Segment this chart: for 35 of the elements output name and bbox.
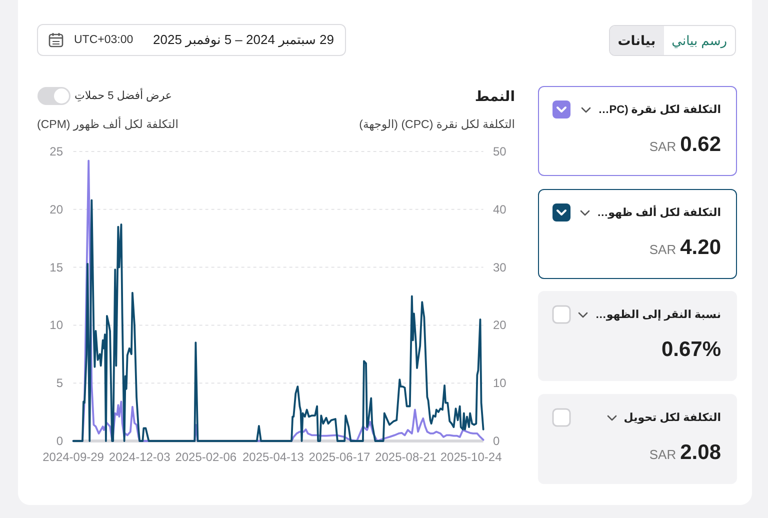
text: 0.67% [661, 338, 721, 362]
y2-tick-label: 20 [493, 318, 507, 332]
text: SAR 2.08 [649, 440, 721, 464]
x-tick-label: 2025-06-17 [308, 450, 371, 464]
x-tick-label: 2025-10-24 [440, 450, 502, 464]
x-tick-label: 2024-12-03 [108, 450, 171, 464]
y-tick-label: 25 [50, 144, 64, 158]
y2-tick-label: 0 [493, 434, 500, 448]
y-tick-label: 10 [50, 318, 64, 332]
y2-tick-label: 50 [493, 144, 507, 158]
y-tick-label: 15 [50, 260, 64, 274]
chart-title: النمط [474, 87, 515, 106]
y2-tick-label: 40 [493, 202, 507, 216]
category-label: التكلفة لكل تحويل [624, 410, 721, 426]
y-tick-label: 5 [56, 376, 64, 390]
y2-tick-label: 30 [493, 260, 507, 274]
x-tick-label: 2025-02-06 [175, 450, 237, 464]
text: رسم بياني [664, 26, 735, 55]
x-tick-label: 2025-04-13 [242, 450, 304, 464]
text: بيانات [610, 26, 664, 55]
y-tick-label: 20 [50, 202, 64, 216]
text: SAR 0.62 [649, 133, 721, 157]
category-label: نسبة النقر إلى الظهو… [595, 308, 721, 323]
y2-axis-title: التكلفة لكل نقرة (CPC) (الوجهة) [359, 118, 515, 133]
text: UTC+03:00 [74, 33, 134, 48]
text: 29 سبتمبر 2024 – 5 نوفمبر 2025 [153, 31, 334, 50]
category-label: التكلفة لكل نقرة (PC… [598, 103, 721, 118]
y2-tick-label: 10 [493, 376, 507, 390]
y-tick-label: 0 [56, 434, 64, 448]
text: SAR 4.20 [649, 236, 721, 260]
text: عرض أفضل 5 حملاتِ [74, 87, 172, 104]
x-tick-label: 2025-08-21 [375, 450, 437, 464]
y-axis-title: التكلفة لكل ألف ظهور (CPM) [37, 117, 178, 133]
category-label: التكلفة لكل ألف ظهو… [597, 204, 721, 221]
x-tick-label: 2024-09-29 [42, 450, 104, 464]
